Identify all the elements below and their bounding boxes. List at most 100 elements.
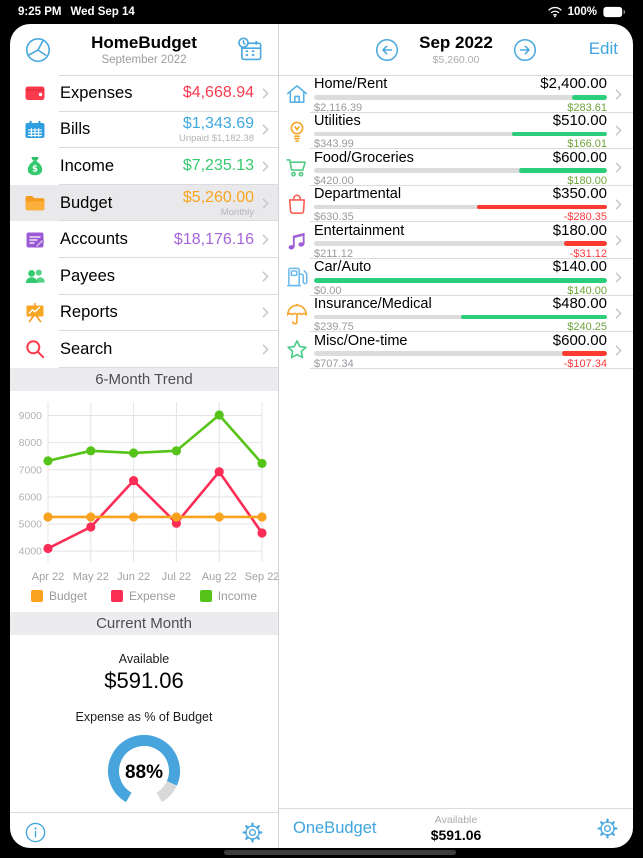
- sidebar-item-expenses[interactable]: Expenses $4,668.94: [10, 75, 278, 112]
- category-remaining: -$107.34: [563, 357, 607, 370]
- info-icon[interactable]: [24, 821, 47, 844]
- svg-text:8000: 8000: [19, 437, 43, 449]
- chevron-right-icon: [257, 121, 274, 138]
- pie-clock-icon[interactable]: [23, 35, 53, 65]
- sidebar-item-bills[interactable]: Bills $1,343.69 Unpaid $1,182.38: [10, 112, 278, 149]
- chevron-right-icon: [610, 122, 627, 139]
- payees-icon: [23, 264, 47, 288]
- wifi-icon: [547, 6, 563, 18]
- category-progress-bar: [314, 351, 607, 356]
- sidebar-item-label: Budget: [60, 193, 113, 212]
- category-remaining: $283.61: [567, 101, 607, 114]
- battery-icon: [602, 6, 627, 18]
- category-row[interactable]: Food/Groceries $600.00 $420.00 $180.00: [279, 148, 633, 187]
- category-spent: $343.99: [314, 138, 354, 151]
- chevron-right-icon: [610, 342, 627, 359]
- sidebar-item-budget[interactable]: Budget $5,260.00 Monthly: [10, 184, 278, 222]
- edit-button[interactable]: Edit: [588, 39, 618, 58]
- svg-text:Sep 22: Sep 22: [245, 571, 280, 583]
- category-row[interactable]: Insurance/Medical $480.00 $239.75 $240.25: [279, 294, 633, 334]
- month-title: Sep 2022: [419, 33, 493, 52]
- reports-icon: [23, 301, 47, 325]
- empty-area: [279, 369, 633, 808]
- sidebar-item-label: Bills: [60, 120, 91, 139]
- category-budget: $600.00: [552, 148, 607, 166]
- category-name: Entertainment: [314, 222, 405, 239]
- sidebar-item-income[interactable]: $ Income $7,235.13: [10, 148, 278, 185]
- category-progress-bar: [314, 314, 607, 320]
- chevron-right-icon: [257, 158, 274, 175]
- category-progress-bar: [314, 204, 607, 210]
- shopping-bag-icon: [284, 191, 310, 217]
- chevron-right-icon: [610, 159, 627, 176]
- chevron-right-icon: [257, 341, 274, 358]
- budget-header: Sep 2022 $5,260.00 Edit: [279, 24, 633, 75]
- category-budget: $510.00: [552, 111, 607, 129]
- category-progress-bar: [314, 168, 607, 173]
- sidebar-item-reports[interactable]: Reports: [10, 295, 278, 332]
- previous-month-button[interactable]: [374, 37, 400, 63]
- battery-percent: 100%: [567, 6, 597, 18]
- star-icon: [284, 337, 310, 363]
- category-list: Home/Rent $2,400.00 $2,116.39 $283.61 Utilit…: [279, 75, 633, 370]
- onebudget-link[interactable]: OneBudget: [293, 819, 377, 837]
- svg-text:5000: 5000: [19, 518, 43, 530]
- chevron-right-icon: [610, 269, 627, 286]
- clock-time: 9:25 PM: [18, 6, 62, 18]
- category-progress-bar: [314, 241, 607, 246]
- app-title: HomeBudget: [91, 33, 197, 52]
- music-note-icon: [284, 228, 310, 254]
- sidebar-item-label: Reports: [60, 303, 118, 322]
- category-budget: $350.00: [552, 185, 607, 203]
- svg-text:4000: 4000: [19, 545, 43, 557]
- chevron-right-icon: [257, 195, 274, 212]
- lightbulb-icon: [284, 118, 310, 144]
- sidebar-item-payees[interactable]: Payees: [10, 258, 278, 295]
- calendar-clock-icon[interactable]: [235, 35, 265, 65]
- home-indicator[interactable]: [224, 850, 456, 855]
- category-spent: $707.34: [314, 357, 354, 370]
- category-name: Insurance/Medical: [314, 295, 432, 312]
- gear-icon[interactable]: [596, 817, 619, 840]
- sidebar-item-accounts[interactable]: Accounts $18,176.16: [10, 221, 278, 258]
- svg-text:Aug 22: Aug 22: [202, 571, 237, 583]
- svg-text:May 22: May 22: [73, 571, 109, 583]
- trend-chart: 4000 5000 6000 7000 8000 9000 Apr 22 May 22 Jun …: [10, 391, 280, 612]
- svg-text:9000: 9000: [19, 410, 43, 422]
- svg-text:7000: 7000: [19, 464, 43, 476]
- category-spent: $420.00: [314, 174, 354, 187]
- category-row[interactable]: Car/Auto $140.00 $0.00 $140.00: [279, 258, 633, 297]
- category-remaining: $166.01: [567, 138, 607, 151]
- category-spent: $0.00: [314, 284, 342, 297]
- next-month-button[interactable]: [512, 37, 538, 63]
- cart-icon: [284, 154, 310, 180]
- umbrella-icon: [284, 301, 310, 327]
- category-remaining: $240.25: [567, 321, 607, 334]
- category-progress-bar: [314, 278, 607, 283]
- category-name: Departmental: [314, 186, 402, 203]
- available-label: Available: [118, 651, 170, 666]
- category-name: Car/Auto: [314, 259, 372, 276]
- category-row[interactable]: Utilities $510.00 $343.99 $166.01: [279, 111, 633, 151]
- category-remaining: $140.00: [567, 284, 607, 297]
- category-name: Home/Rent: [314, 76, 388, 93]
- gear-icon[interactable]: [241, 821, 264, 844]
- category-row[interactable]: Entertainment $180.00 $211.12 -$31.12: [279, 222, 633, 260]
- footer-available: Available $591.06: [430, 814, 482, 843]
- category-budget: $2,400.00: [540, 75, 607, 93]
- category-row[interactable]: Misc/One-time $600.00 $707.34 -$107.34: [279, 332, 633, 370]
- chart-legend: Budget Expense Income: [10, 589, 278, 603]
- category-remaining: -$280.35: [563, 211, 607, 224]
- category-progress-bar: [314, 95, 607, 100]
- svg-text:6000: 6000: [19, 491, 43, 503]
- sidebar-item-value: $18,176.16: [173, 230, 254, 248]
- svg-text:Apr 22: Apr 22: [32, 571, 64, 583]
- sidebar-item-search[interactable]: Search: [10, 331, 278, 368]
- budget-gauge: 88%: [10, 728, 278, 812]
- category-row[interactable]: Departmental $350.00 $630.35 -$280.35: [279, 185, 633, 224]
- svg-text:Jul 22: Jul 22: [162, 571, 191, 583]
- category-progress-bar: [314, 131, 607, 137]
- category-budget: $480.00: [552, 294, 607, 312]
- category-row[interactable]: Home/Rent $2,400.00 $2,116.39 $283.61: [279, 75, 633, 114]
